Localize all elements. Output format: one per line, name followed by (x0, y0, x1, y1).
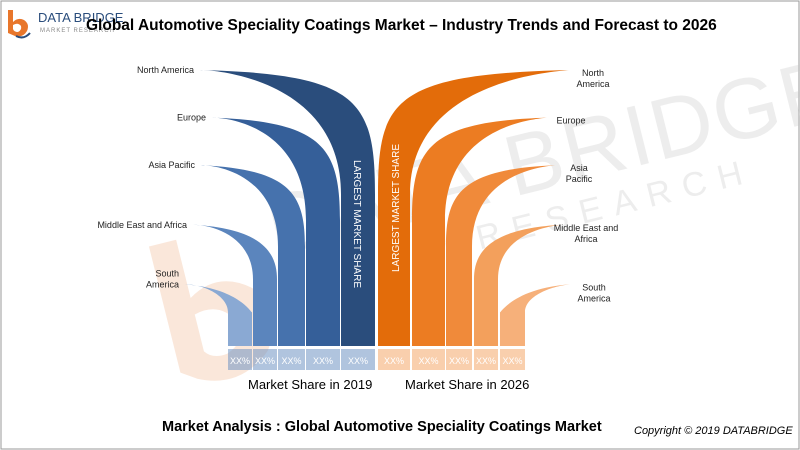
svg-text:XX%: XX% (281, 356, 301, 366)
label-2019-asia-pacific: Asia Pacific (148, 160, 195, 170)
label-2026-middle-east-and-africa: Middle East and Africa (554, 223, 619, 244)
value-2026-south-america: XX% (500, 349, 525, 370)
bar-2026-middle-east-and-africa (474, 224, 562, 346)
svg-text:XX%: XX% (313, 356, 333, 366)
svg-text:XX%: XX% (449, 356, 469, 366)
label-2019-south-america: South America (146, 268, 179, 289)
label-2019-europe: Europe (177, 113, 206, 123)
bar-2026-asia-pacific (446, 165, 555, 346)
label-2026-south-america: South America (577, 282, 610, 303)
series-label-2026: Market Share in 2026 (405, 377, 529, 392)
bar-2026-south-america (500, 284, 570, 346)
value-2026-europe: XX% (412, 349, 445, 370)
series-2026-shapes (378, 70, 570, 346)
svg-text:XX%: XX% (502, 356, 522, 366)
value-2019-europe: XX% (306, 349, 340, 370)
value-2026-middle-east-and-africa: XX% (474, 349, 498, 370)
label-2026-asia-pacific: Asia Pacific (566, 163, 593, 184)
largest-share-label-2019: LARGEST MARKET SHARE (351, 160, 362, 288)
bar-2019-europe (212, 117, 340, 346)
value-2026-asia-pacific: XX% (446, 349, 472, 370)
logo-name: DATA BRIDGE (38, 10, 124, 25)
svg-text:XX%: XX% (255, 356, 275, 366)
svg-text:XX%: XX% (384, 356, 404, 366)
svg-text:XX%: XX% (230, 356, 250, 366)
value-2026-north-america: XX% (378, 349, 410, 370)
bar-2026-europe (412, 117, 547, 346)
svg-text:XX%: XX% (418, 356, 438, 366)
footer-analysis-label: Market Analysis : Global Automotive Spec… (162, 419, 602, 435)
label-2026-europe: Europe (556, 116, 585, 126)
page-title: Global Automotive Speciality Coatings Ma… (86, 17, 717, 34)
largest-share-label-2026: LARGEST MARKET SHARE (391, 144, 402, 272)
series-label-2019: Market Share in 2019 (248, 377, 372, 392)
bar-2019-south-america (185, 284, 252, 346)
label-2019-middle-east-and-africa: Middle East and Africa (97, 220, 187, 230)
logo-icon (8, 10, 28, 37)
category-labels: South America Middle East and Africa Asia P… (97, 65, 618, 303)
bar-2026-north-america (378, 70, 569, 346)
svg-text:XX%: XX% (348, 356, 368, 366)
series-2019-shapes (185, 70, 375, 346)
logo: DATA BRIDGE MARKET RESEARCH (8, 10, 124, 39)
logo-tagline: MARKET RESEARCH (40, 28, 115, 34)
bar-2019-middle-east-and-africa (193, 224, 277, 346)
value-2019-south-america: XX% (228, 349, 252, 370)
bar-2019-asia-pacific (201, 165, 305, 346)
value-boxes: XX% XX% XX% XX% XX% XX% XX% XX% XX% XX% (228, 349, 525, 370)
label-2019-north-america: North America (137, 65, 194, 75)
value-2019-middle-east-and-africa: XX% (253, 349, 277, 370)
value-2019-north-america: XX% (341, 349, 375, 370)
bar-2019-north-america (200, 70, 375, 346)
value-2019-asia-pacific: XX% (278, 349, 305, 370)
copyright: Copyright © 2019 DATABRIDGE (634, 425, 793, 437)
label-2026-north-america: North America (576, 68, 609, 89)
svg-text:XX%: XX% (476, 356, 496, 366)
